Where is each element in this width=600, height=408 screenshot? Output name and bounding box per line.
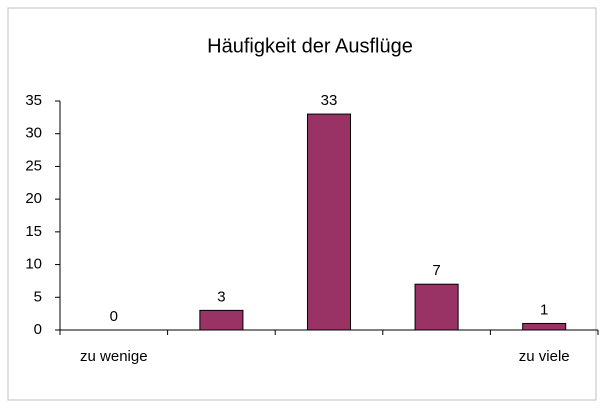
y-tick-label: 30 (25, 125, 42, 142)
bar (306, 113, 352, 331)
data-label: 0 (110, 308, 118, 325)
x-tick-label: zu viele (519, 348, 570, 365)
data-label: 7 (432, 262, 440, 279)
data-label: 33 (321, 92, 338, 109)
data-label: 1 (540, 301, 548, 318)
data-label: 3 (217, 288, 225, 305)
y-tick-label: 10 (25, 256, 42, 273)
chart-title: Häufigkeit der Ausflüge (207, 35, 413, 57)
y-tick-label: 0 (34, 321, 42, 338)
y-tick-label: 25 (25, 157, 42, 174)
bar (199, 309, 244, 331)
y-tick-label: 15 (25, 223, 42, 240)
chart-frame (7, 7, 597, 401)
y-tick-label: 35 (25, 92, 42, 109)
bar (414, 283, 459, 331)
y-tick-label: 20 (25, 190, 42, 207)
bar (522, 322, 567, 331)
x-tick-label: zu wenige (80, 348, 148, 365)
y-tick-label: 5 (34, 288, 42, 305)
